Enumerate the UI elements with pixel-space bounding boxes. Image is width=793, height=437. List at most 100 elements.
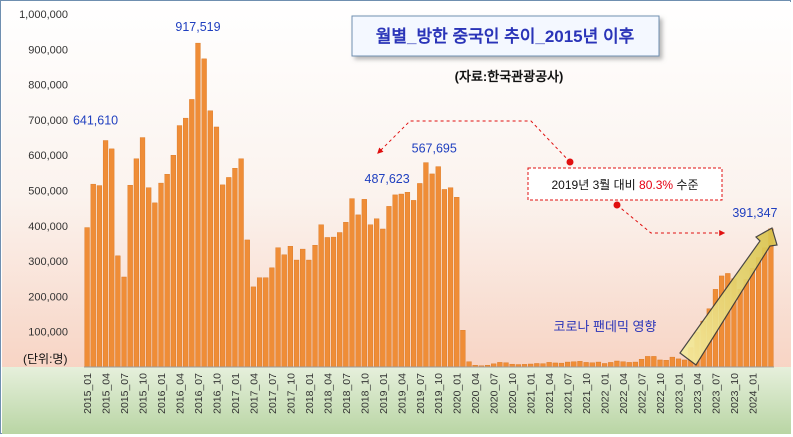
comparison-text: 2019년 3뤌 대비 80.3% 수준 bbox=[552, 178, 699, 192]
bar bbox=[429, 173, 435, 368]
bar bbox=[207, 110, 213, 368]
bar bbox=[232, 168, 238, 368]
bar bbox=[330, 236, 337, 368]
y-tick-label: 900,000 bbox=[28, 44, 68, 56]
bar bbox=[213, 126, 220, 368]
x-tick-label: 2016_10 bbox=[211, 373, 223, 414]
x-tick-label: 2023_01 bbox=[674, 373, 686, 414]
bar bbox=[657, 359, 663, 368]
bar bbox=[460, 330, 466, 368]
bar bbox=[620, 361, 626, 368]
bar bbox=[386, 206, 392, 368]
x-tick-label: 2018_04 bbox=[322, 373, 334, 414]
data-labels: 641,610 917,519 487,623 567,695 391,347 bbox=[73, 20, 778, 220]
comparison-prefix: 2019년 3뤌 대비 bbox=[552, 178, 640, 192]
y-tick-label: 400,000 bbox=[28, 221, 68, 233]
bar bbox=[380, 228, 386, 368]
x-tick-label: 2024_01 bbox=[747, 373, 759, 414]
bar bbox=[250, 286, 257, 368]
bar bbox=[139, 137, 146, 368]
bar bbox=[263, 277, 269, 368]
bar bbox=[552, 362, 558, 368]
bar bbox=[454, 197, 460, 368]
x-tick-label: 2020_01 bbox=[452, 373, 464, 414]
arrow-origin-dot bbox=[566, 158, 574, 166]
bar bbox=[115, 255, 121, 368]
bar bbox=[318, 224, 324, 368]
x-tick-label: 2016_04 bbox=[174, 373, 186, 414]
bar-series bbox=[84, 42, 774, 368]
bar bbox=[102, 140, 109, 368]
bar bbox=[84, 227, 90, 368]
x-tick-label: 2017_10 bbox=[285, 373, 297, 414]
x-tick-label: 2015_04 bbox=[101, 373, 113, 414]
data-label: 391,347 bbox=[732, 206, 777, 220]
bar bbox=[441, 189, 448, 368]
x-tick-label: 2018_01 bbox=[304, 373, 316, 414]
bar bbox=[669, 356, 675, 368]
x-tick-label: 2019_07 bbox=[415, 373, 427, 414]
bar bbox=[423, 162, 429, 368]
bar bbox=[663, 360, 669, 368]
bar bbox=[337, 232, 343, 368]
x-tick-label: 2019_04 bbox=[396, 373, 408, 414]
bar bbox=[281, 254, 287, 368]
bar bbox=[558, 362, 565, 368]
x-tick-label: 2020_10 bbox=[507, 373, 519, 414]
x-tick-label: 2018_10 bbox=[359, 373, 371, 414]
bar bbox=[226, 177, 232, 368]
bar bbox=[675, 358, 682, 368]
bar bbox=[158, 182, 164, 368]
bar bbox=[293, 259, 300, 368]
bar bbox=[651, 356, 657, 368]
bar bbox=[447, 187, 454, 368]
bar bbox=[595, 361, 602, 368]
source-label: (자료:한국관광공사) bbox=[455, 69, 564, 84]
bar bbox=[324, 237, 330, 368]
x-tick-label: 2021_07 bbox=[563, 373, 575, 414]
bar bbox=[626, 362, 632, 368]
recovery-trend-arrow bbox=[679, 227, 778, 366]
x-tick-label: 2017_01 bbox=[230, 373, 242, 414]
bar bbox=[583, 362, 589, 368]
x-tick-label: 2016_01 bbox=[156, 373, 168, 414]
bar bbox=[170, 154, 176, 368]
bar bbox=[176, 125, 183, 368]
bar bbox=[189, 99, 195, 368]
x-tick-label: 2023_04 bbox=[692, 373, 704, 414]
bar bbox=[743, 279, 749, 368]
x-tick-label: 2016_07 bbox=[193, 373, 205, 414]
bar bbox=[367, 224, 374, 368]
comparison-box: 2019년 3뤌 대비 80.3% 수준 bbox=[527, 167, 723, 201]
x-tick-label: 2020_07 bbox=[489, 373, 501, 414]
bar bbox=[133, 158, 139, 368]
data-label: 641,610 bbox=[73, 114, 118, 128]
bar bbox=[109, 148, 115, 368]
y-tick-label: 300,000 bbox=[28, 256, 68, 268]
dashed-arrow-to-2019 bbox=[377, 120, 571, 163]
x-tick-label: 2017_04 bbox=[248, 373, 260, 414]
x-tick-label: 2022_07 bbox=[637, 373, 649, 414]
x-tick-label: 2022_04 bbox=[618, 373, 630, 414]
x-tick-label: 2021_01 bbox=[526, 373, 538, 414]
bar bbox=[749, 267, 756, 368]
data-label: 917,519 bbox=[175, 20, 220, 34]
x-tick-label: 2019_10 bbox=[433, 373, 445, 414]
bar bbox=[300, 248, 306, 368]
bar bbox=[195, 42, 201, 368]
x-tick-label: 2015_01 bbox=[82, 373, 94, 414]
dashed-arrow-to-2024 bbox=[616, 204, 726, 236]
x-tick-label: 2022_01 bbox=[600, 373, 612, 414]
bar bbox=[645, 356, 651, 368]
bar bbox=[534, 363, 540, 368]
x-tick-label: 2023_07 bbox=[710, 373, 722, 414]
bar bbox=[589, 362, 595, 368]
bar bbox=[417, 183, 423, 368]
bar bbox=[269, 267, 275, 368]
bar bbox=[127, 184, 133, 368]
bar bbox=[577, 361, 583, 368]
y-tick-label: 600,000 bbox=[28, 150, 68, 162]
bar bbox=[374, 218, 380, 368]
y-tick-label: 100,000 bbox=[28, 327, 68, 339]
